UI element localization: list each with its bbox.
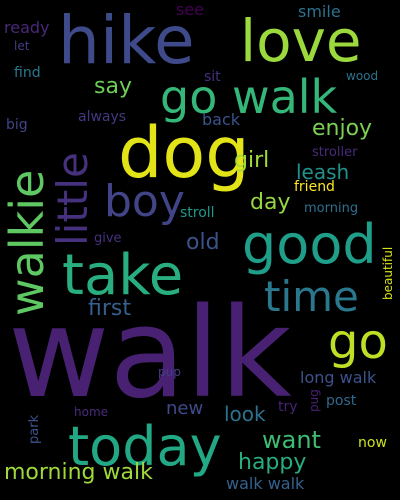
word-pup: pup	[158, 365, 181, 379]
word-give: give	[94, 231, 122, 246]
word-morning-walk: morning walk	[4, 460, 153, 485]
word-park: park	[27, 414, 42, 444]
word-first: first	[88, 296, 131, 321]
word-pug: pug	[307, 389, 321, 412]
word-morning: morning	[304, 201, 359, 216]
word-look: look	[224, 402, 266, 426]
word-let: let	[14, 39, 30, 53]
word-today: today	[68, 415, 222, 478]
word-good: good	[242, 213, 377, 276]
word-love: love	[240, 7, 362, 75]
word-new: new	[166, 398, 204, 419]
word-see: see	[176, 0, 205, 19]
word-always: always	[78, 109, 127, 125]
word-home: home	[74, 405, 109, 419]
word-take: take	[62, 243, 184, 308]
word-wood: wood	[346, 69, 379, 83]
word-time: time	[264, 272, 359, 321]
word-happy: happy	[238, 450, 307, 475]
word-back: back	[202, 110, 241, 129]
word-try: try	[278, 399, 298, 415]
word-walkie: walkie	[0, 169, 54, 316]
word-old: old	[186, 230, 220, 255]
word-beautiful: beautiful	[381, 246, 395, 300]
word-girl: girl	[234, 148, 270, 173]
word-hike: hike	[58, 2, 195, 79]
word-say: say	[94, 74, 132, 99]
word-walk-walk: walk walk	[226, 474, 305, 493]
word-big: big	[6, 117, 28, 133]
word-ready: ready	[4, 18, 50, 37]
word-dog: dog	[118, 112, 250, 194]
word-post: post	[326, 393, 357, 409]
word-day: day	[250, 190, 291, 215]
word-boy: boy	[104, 176, 185, 227]
word-smile: smile	[298, 2, 341, 21]
word-want: want	[262, 426, 321, 454]
word-friend: friend	[294, 179, 335, 195]
word-little: little	[48, 152, 97, 246]
word-sit: sit	[204, 69, 221, 85]
word-go-walk: go walk	[160, 70, 338, 124]
word-go: go	[328, 314, 388, 370]
word-walk: walk	[8, 282, 292, 426]
word-now: now	[358, 435, 387, 451]
word-leash: leash	[296, 160, 350, 184]
word-find: find	[14, 65, 41, 81]
word-stroll: stroll	[180, 205, 215, 221]
word-enjoy: enjoy	[312, 116, 373, 141]
word-long-walk: long walk	[300, 368, 377, 387]
word-stroller: stroller	[312, 145, 358, 160]
